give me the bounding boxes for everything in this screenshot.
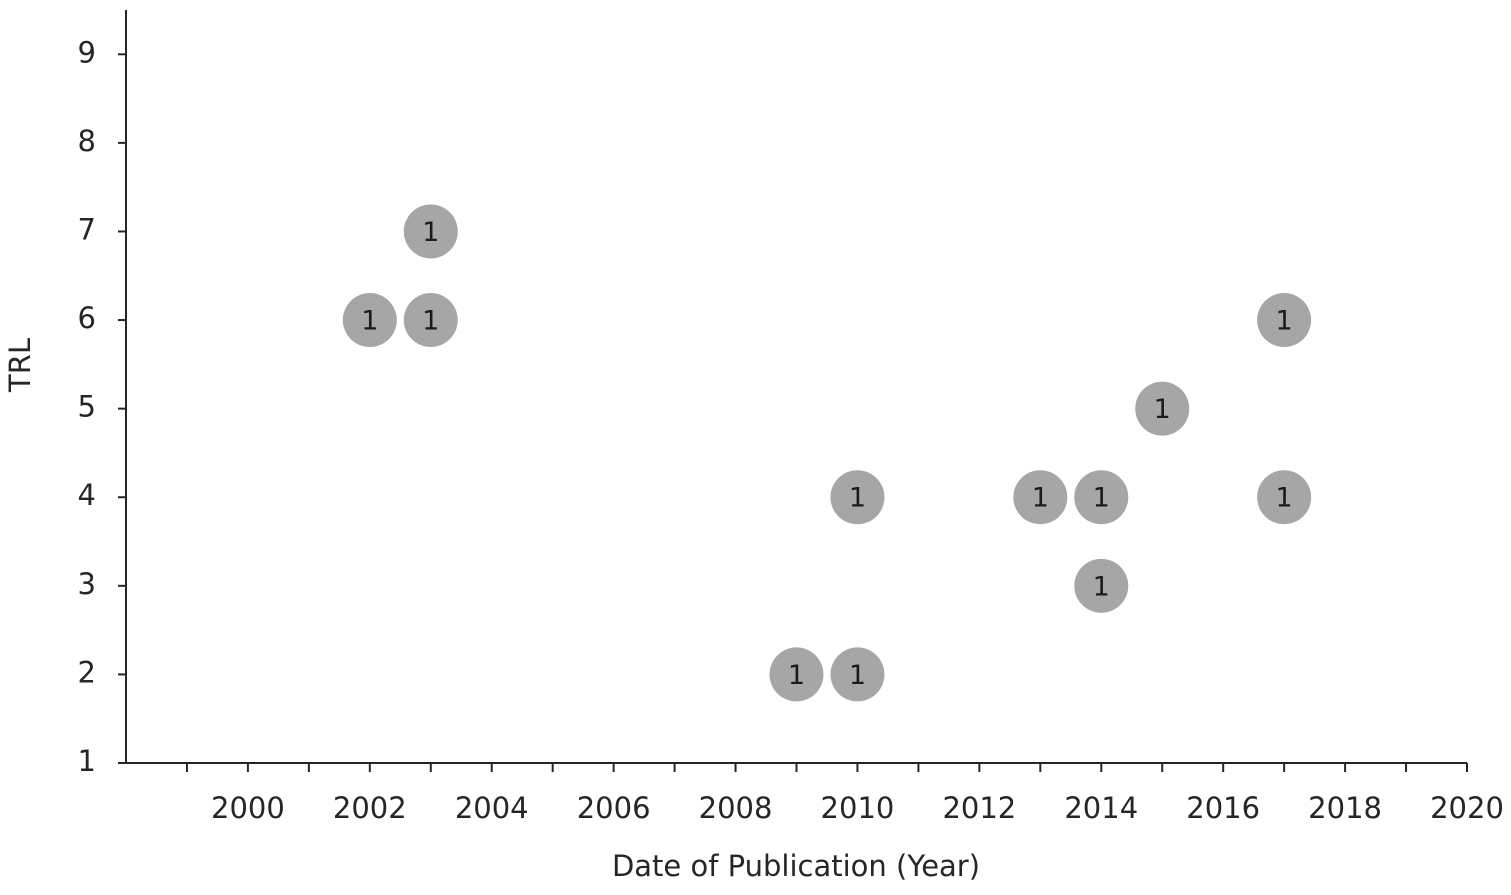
- y-tick-label: 6: [78, 301, 96, 335]
- bubble-label: 1: [1276, 306, 1293, 337]
- y-tick-label: 2: [78, 655, 96, 689]
- bubble: [1074, 558, 1129, 613]
- bubble: [403, 293, 458, 348]
- bubble: [403, 204, 458, 259]
- x-tick-label: 2016: [1186, 791, 1260, 825]
- bubble-label: 1: [849, 483, 866, 514]
- x-tick-label: 2010: [821, 791, 895, 825]
- x-tick-label: 2012: [942, 791, 1016, 825]
- y-axis-title: TRL: [3, 338, 37, 393]
- bubble: [1074, 470, 1129, 525]
- bubble-label: 1: [1276, 483, 1293, 514]
- bubble: [1013, 470, 1068, 525]
- x-axis-title: Date of Publication (Year): [612, 849, 980, 883]
- x-tick-label: 2000: [211, 791, 285, 825]
- x-tick-label: 2014: [1064, 791, 1138, 825]
- x-tick-label: 2008: [699, 791, 773, 825]
- y-tick-label: 8: [78, 124, 96, 158]
- bubble-label: 1: [422, 306, 439, 337]
- x-tick-label: 2002: [333, 791, 407, 825]
- y-tick-label: 4: [78, 478, 96, 512]
- bubble: [830, 647, 885, 702]
- bubble-label: 1: [849, 660, 866, 691]
- x-tick-label: 2006: [577, 791, 651, 825]
- x-tick-label: 2004: [455, 791, 529, 825]
- bubble: [769, 647, 824, 702]
- bubble-label: 1: [1093, 571, 1110, 602]
- bubble: [1135, 381, 1190, 436]
- bubble-label: 1: [361, 306, 378, 337]
- x-tick-label: 2018: [1308, 791, 1382, 825]
- bubble-label: 1: [1093, 483, 1110, 514]
- y-tick-label: 3: [78, 567, 96, 601]
- bubble: [1257, 470, 1312, 525]
- y-tick-label: 9: [78, 35, 96, 69]
- x-tick-label: 2020: [1430, 791, 1504, 825]
- bubble-label: 1: [788, 660, 805, 691]
- bubble: [1257, 293, 1312, 348]
- bubble-label: 1: [1032, 483, 1049, 514]
- bubble: [830, 470, 885, 525]
- y-tick-label: 7: [78, 212, 96, 246]
- bubble-label: 1: [422, 217, 439, 248]
- y-tick-label: 1: [78, 744, 96, 778]
- y-tick-label: 5: [78, 390, 96, 424]
- bubble: [342, 293, 397, 348]
- bubble-label: 1: [1154, 394, 1171, 425]
